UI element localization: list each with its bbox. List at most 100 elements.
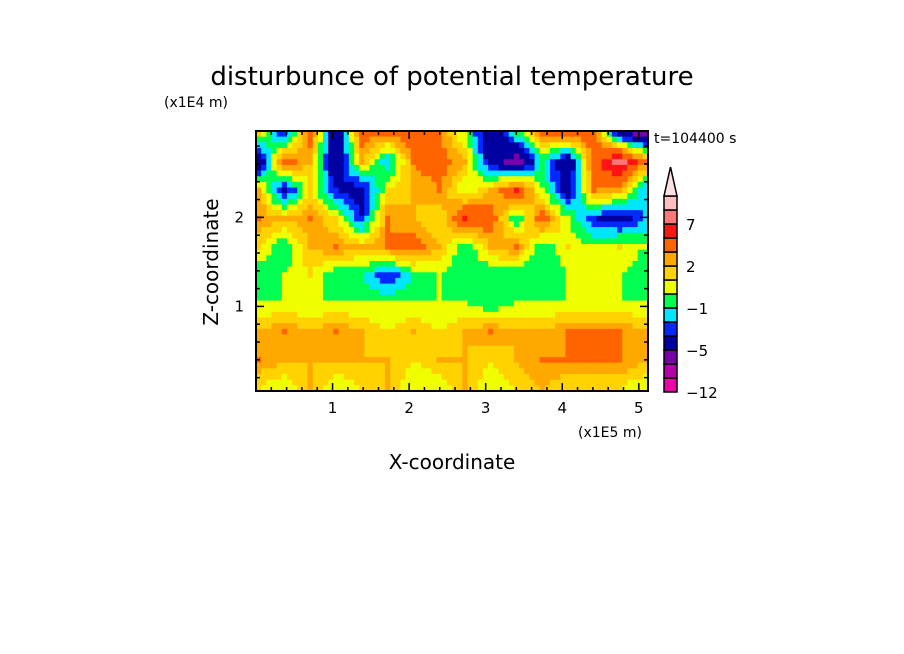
field-cell	[266, 379, 273, 386]
field-cell	[452, 345, 458, 353]
field-cell	[384, 266, 391, 273]
field-cell	[343, 193, 350, 200]
field-cell	[544, 385, 551, 392]
field-cell	[312, 181, 319, 189]
field-cell	[529, 272, 536, 279]
field-cell	[524, 204, 530, 211]
field-cell	[617, 266, 623, 273]
field-cell	[292, 131, 298, 138]
field-cell	[379, 357, 386, 364]
field-cell	[601, 232, 608, 239]
field-cell	[446, 266, 453, 273]
field-cell	[550, 340, 556, 347]
field-cell	[524, 362, 530, 369]
field-cell	[374, 277, 381, 285]
field-cell	[410, 147, 417, 155]
field-cell	[508, 261, 515, 268]
field-cell	[498, 170, 505, 177]
field-cell	[281, 261, 288, 268]
field-cell	[498, 147, 505, 155]
field-cell	[374, 345, 381, 353]
field-cell	[384, 227, 391, 234]
field-cell	[642, 272, 649, 279]
field-cell	[498, 294, 505, 302]
field-cell	[503, 289, 510, 296]
field-cell	[550, 198, 556, 206]
field-cell	[261, 277, 267, 285]
field-cell	[348, 328, 355, 336]
field-cell	[441, 176, 448, 183]
field-cell	[343, 136, 350, 143]
field-cell	[570, 164, 577, 172]
field-cell	[586, 193, 592, 200]
field-cell	[374, 294, 381, 302]
field-cell	[452, 221, 458, 228]
field-cell	[328, 176, 334, 183]
field-cell	[534, 131, 541, 138]
field-cell	[452, 227, 458, 234]
field-cell	[302, 221, 309, 228]
field-cell	[441, 131, 448, 138]
field-cell	[642, 266, 649, 273]
field-cell	[312, 289, 319, 296]
field-cell	[426, 357, 432, 364]
field-cell	[462, 142, 469, 149]
field-cell	[286, 176, 293, 183]
field-cell	[312, 131, 319, 138]
field-cell	[591, 385, 598, 392]
field-cell	[642, 153, 649, 160]
field-cell	[534, 181, 541, 189]
field-cell	[343, 283, 350, 290]
field-cell	[271, 244, 278, 251]
field-cell	[317, 357, 324, 364]
field-cell	[503, 181, 510, 189]
field-cell	[534, 379, 541, 386]
field-cell	[384, 306, 391, 313]
field-cell	[586, 340, 592, 347]
field-cell	[276, 317, 283, 324]
field-cell	[333, 176, 340, 183]
field-cell	[317, 362, 324, 369]
field-cell	[550, 204, 556, 211]
field-cell	[390, 340, 396, 347]
field-cell	[529, 340, 536, 347]
field-cell	[415, 357, 422, 364]
field-cell	[617, 294, 623, 302]
field-cell	[622, 266, 628, 273]
field-cell	[570, 204, 577, 211]
field-cell	[462, 323, 469, 330]
field-cell	[359, 255, 365, 262]
field-cell	[467, 323, 474, 330]
field-cell	[555, 357, 561, 364]
field-cell	[426, 317, 432, 324]
field-cell	[286, 227, 293, 234]
field-cell	[369, 255, 376, 262]
field-cell	[606, 340, 613, 347]
field-cell	[276, 164, 283, 172]
field-cell	[312, 345, 319, 353]
field-cell	[617, 289, 623, 296]
field-cell	[348, 289, 355, 296]
field-cell	[436, 272, 443, 279]
field-cell	[462, 221, 469, 228]
field-cell	[524, 328, 530, 336]
field-cell	[524, 227, 530, 234]
field-cell	[348, 374, 355, 381]
colorbar-box	[663, 293, 678, 309]
field-cell	[539, 147, 546, 155]
field-cell	[446, 306, 453, 313]
field-cell	[467, 362, 474, 369]
field-cell	[601, 193, 608, 200]
field-cell	[431, 368, 438, 375]
field-cell	[256, 176, 262, 183]
field-cell	[379, 131, 386, 138]
field-cell	[544, 187, 551, 194]
field-cell	[452, 306, 458, 313]
field-cell	[415, 204, 422, 211]
field-cell	[519, 159, 525, 166]
field-cell	[529, 164, 536, 172]
field-cell	[431, 255, 438, 262]
field-cell	[286, 204, 293, 211]
field-cell	[333, 204, 340, 211]
field-cell	[410, 198, 417, 206]
